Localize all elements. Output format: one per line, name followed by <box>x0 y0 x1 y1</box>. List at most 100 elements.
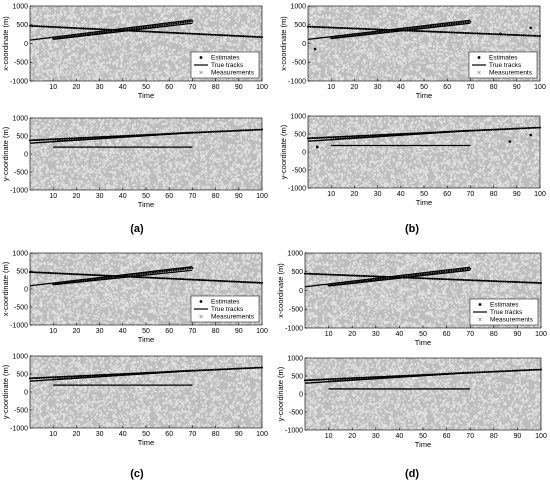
estimate-point <box>70 375 73 378</box>
estimate-point <box>135 273 138 276</box>
estimate-point <box>535 281 538 284</box>
estimate-point <box>400 275 403 278</box>
estimate-point <box>508 127 511 130</box>
estimate-point <box>198 369 201 372</box>
estimate-point <box>89 32 92 36</box>
x-tick-label: 20 <box>73 328 81 335</box>
y-axis-label: x-coordinate (m) <box>1 16 10 71</box>
legend-measurements-marker <box>478 317 482 322</box>
estimate-point <box>168 269 171 272</box>
estimate-point <box>77 34 80 37</box>
estimate-point <box>84 27 87 30</box>
estimate-point <box>433 271 436 274</box>
estimate-point <box>200 131 203 134</box>
estimate-point <box>436 30 439 33</box>
x-tick-label: 50 <box>142 431 150 438</box>
estimate-point <box>140 26 143 29</box>
estimate-point <box>256 281 259 284</box>
estimate-point <box>393 276 396 279</box>
estimate-point <box>154 271 157 274</box>
estimate-point <box>68 281 71 284</box>
estimate-point <box>230 129 233 132</box>
estimate-point <box>490 279 493 283</box>
estimate-point <box>63 139 66 142</box>
estimate-point <box>142 134 145 137</box>
estimate-point <box>121 373 124 376</box>
estimate-point <box>189 278 192 281</box>
estimate-point <box>308 272 311 275</box>
y-tick-label: -1000 <box>10 425 28 432</box>
estimate-point <box>436 24 439 27</box>
estimate-point <box>413 29 416 32</box>
x-tick-label: 80 <box>212 193 220 200</box>
estimate-point <box>223 130 226 133</box>
estimate-point <box>377 278 380 281</box>
estimate-point <box>209 130 213 133</box>
estimate-point <box>59 139 62 142</box>
estimate-point <box>425 30 428 33</box>
estimate-point <box>107 30 110 33</box>
estimate-point <box>501 128 504 131</box>
panel-label-d: (d) <box>405 468 419 480</box>
estimate-point <box>235 367 238 370</box>
estimate-point <box>126 373 129 376</box>
estimate-point <box>497 280 500 283</box>
estimate-point <box>412 276 415 279</box>
estimate-point <box>407 375 410 378</box>
estimate-point <box>135 134 138 138</box>
estimate-point <box>54 37 57 40</box>
estimate-point <box>464 31 467 35</box>
estimate-point <box>450 22 453 25</box>
estimate-point <box>131 27 134 30</box>
x-tick-label: 40 <box>397 84 405 91</box>
estimate-point <box>189 369 192 372</box>
x-tick-label: 10 <box>327 191 335 198</box>
estimate-point <box>110 28 113 31</box>
estimate-point <box>425 25 428 28</box>
estimate-point <box>497 370 500 373</box>
estimate-point <box>154 371 157 374</box>
estimate-point <box>341 377 344 380</box>
estimate-point <box>334 135 337 139</box>
estimate-point <box>56 282 59 285</box>
estimate-point <box>103 137 106 140</box>
chart-a-x: 10 20 30 40 50 60 70 80 90 100 -1000 -500 0 500 1000 Ti… <box>1 3 268 100</box>
estimate-point <box>374 278 377 281</box>
estimate-point <box>414 276 417 280</box>
estimate-point <box>404 28 407 31</box>
estimate-point <box>365 376 368 379</box>
estimate-point <box>418 30 421 33</box>
estimate-point <box>253 281 257 284</box>
estimate-point <box>537 368 540 371</box>
estimate-point <box>407 276 410 279</box>
x-tick-label: 90 <box>235 328 243 335</box>
estimate-point <box>537 281 540 284</box>
x-tick-label: 20 <box>73 431 81 438</box>
estimate-point <box>447 372 451 375</box>
estimate-point <box>198 131 201 134</box>
estimate-point <box>422 30 426 33</box>
estimate-point <box>96 137 99 140</box>
estimate-point <box>82 374 85 377</box>
estimate-point <box>137 134 141 137</box>
estimate-point <box>156 271 159 274</box>
estimate-point <box>98 277 101 280</box>
estimate-point <box>374 28 377 31</box>
estimate-point <box>318 136 321 139</box>
y-tick-label: -1000 <box>10 78 28 85</box>
panel-label-a: (a) <box>130 223 144 235</box>
estimate-point <box>323 136 326 139</box>
estimate-point <box>381 277 384 280</box>
estimate-point <box>445 278 448 281</box>
estimate-point <box>422 26 426 29</box>
estimate-point <box>66 375 69 378</box>
estimate-point <box>452 278 455 281</box>
estimate-point <box>362 33 365 36</box>
estimate-point <box>469 32 472 35</box>
estimate-point <box>47 271 50 274</box>
estimate-point <box>325 273 328 276</box>
estimate-point <box>79 138 83 141</box>
estimate-point <box>207 279 210 282</box>
estimate-point <box>384 277 387 280</box>
